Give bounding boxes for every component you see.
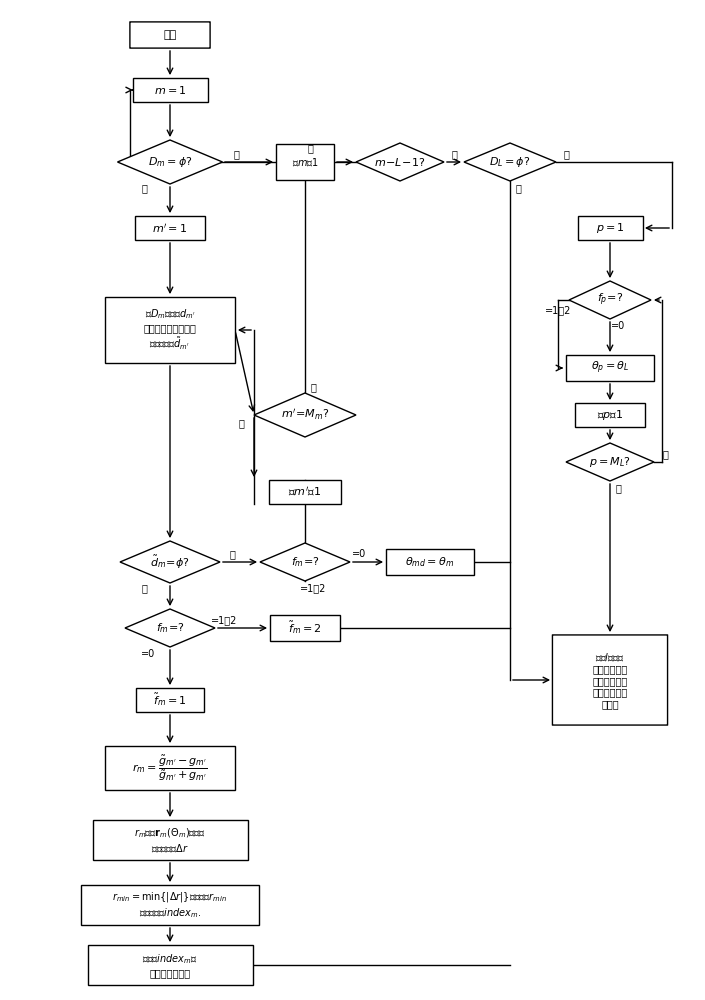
Text: =0: =0	[611, 321, 625, 331]
Text: $\tilde{d}_m\!=\!\phi?$: $\tilde{d}_m\!=\!\phi?$	[150, 553, 190, 571]
Text: $D_L = \phi?$: $D_L = \phi?$	[489, 155, 531, 169]
FancyBboxPatch shape	[92, 820, 247, 860]
Text: =1或2: =1或2	[211, 615, 237, 625]
Text: =1或2: =1或2	[545, 305, 571, 315]
Text: 是: 是	[229, 549, 235, 559]
Text: =1或2: =1或2	[300, 583, 326, 593]
Text: =0: =0	[352, 549, 366, 559]
Polygon shape	[566, 443, 654, 481]
Text: $m' =1$: $m' =1$	[152, 222, 188, 234]
Text: 是: 是	[233, 149, 239, 159]
FancyBboxPatch shape	[136, 688, 204, 712]
Polygon shape	[356, 143, 444, 181]
Text: 得到$l$个雷达
接收波束各自
含角度测量值
的目标点迹集
合序列: 得到$l$个雷达 接收波束各自 含角度测量值 的目标点迹集 合序列	[592, 651, 627, 709]
FancyBboxPatch shape	[87, 945, 252, 985]
Polygon shape	[464, 143, 556, 181]
FancyBboxPatch shape	[276, 144, 334, 180]
Text: $p =1$: $p =1$	[596, 221, 625, 235]
Text: $m\!-\!L\!-\!1?$: $m\!-\!L\!-\!1?$	[374, 156, 426, 168]
Text: 是: 是	[451, 149, 457, 159]
Text: $f_m\!=\!?$: $f_m\!=\!?$	[290, 555, 319, 569]
Text: 令$m$加1: 令$m$加1	[292, 156, 319, 168]
Text: $r_m = \dfrac{\tilde{g}_{m'}-g_{m'}}{\tilde{g}_{m'}+g_{m'}}$: $r_m = \dfrac{\tilde{g}_{m'}-g_{m'}}{\ti…	[132, 753, 208, 783]
Text: $\tilde{f}_m = 1$: $\tilde{f}_m = 1$	[153, 692, 187, 708]
Text: $f_p\!=\!?$: $f_p\!=\!?$	[597, 292, 623, 308]
Text: 令$p$加1: 令$p$加1	[597, 408, 623, 422]
Text: $m'\!=\!M_{m}?$: $m'\!=\!M_{m}?$	[281, 408, 329, 422]
FancyBboxPatch shape	[566, 355, 654, 381]
Text: 否: 否	[238, 418, 244, 428]
Text: 是: 是	[615, 483, 621, 493]
FancyBboxPatch shape	[130, 22, 210, 48]
Polygon shape	[254, 393, 356, 437]
Text: 是: 是	[515, 183, 521, 193]
Text: 否: 否	[141, 583, 147, 593]
Text: 在$D_m$中找与$d_{m'}$
具有相同距离和速度
的目标点迹$\tilde{d}_{m'}$: 在$D_m$中找与$d_{m'}$ 具有相同距离和速度 的目标点迹$\tilde…	[144, 308, 197, 352]
FancyBboxPatch shape	[577, 216, 642, 240]
FancyBboxPatch shape	[386, 549, 474, 575]
Text: $r_m$减去$\mathbf{r}_m(\Theta_m)$中的每
一项，得到$\Delta r$: $r_m$减去$\mathbf{r}_m(\Theta_m)$中的每 一项，得到…	[134, 826, 206, 854]
Text: 否: 否	[563, 149, 569, 159]
Text: 是: 是	[310, 382, 316, 392]
FancyBboxPatch shape	[575, 403, 645, 427]
Text: $D_m = \phi?$: $D_m = \phi?$	[148, 155, 192, 169]
Text: $\tilde{f}_m = 2$: $\tilde{f}_m = 2$	[288, 620, 321, 636]
FancyBboxPatch shape	[269, 480, 341, 504]
FancyBboxPatch shape	[81, 885, 259, 925]
FancyBboxPatch shape	[553, 635, 668, 725]
Polygon shape	[118, 140, 223, 184]
Text: 得到与$index_m$对
应的角度测量值: 得到与$index_m$对 应的角度测量值	[142, 952, 198, 978]
Text: $\theta_{md}=\theta_m$: $\theta_{md}=\theta_m$	[405, 555, 455, 569]
Text: 否: 否	[141, 183, 147, 193]
Text: $p = M_L?$: $p = M_L?$	[589, 455, 631, 469]
Text: 否: 否	[662, 449, 668, 459]
FancyBboxPatch shape	[133, 78, 207, 102]
FancyBboxPatch shape	[105, 746, 235, 790]
Text: $\theta_p = \theta_L$: $\theta_p = \theta_L$	[591, 360, 629, 376]
Text: 否: 否	[307, 143, 313, 153]
Text: $r_{min}=\min\{|\Delta r|\}$，得到与$r_{min}$
对应的索引$index_m$.: $r_{min}=\min\{|\Delta r|\}$，得到与$r_{min}…	[113, 890, 228, 920]
Polygon shape	[120, 541, 220, 583]
Text: =0: =0	[141, 649, 155, 659]
Polygon shape	[569, 281, 651, 319]
Text: 开始: 开始	[164, 30, 177, 40]
Text: $f_m\!=\!?$: $f_m\!=\!?$	[156, 621, 185, 635]
Polygon shape	[260, 543, 350, 581]
FancyBboxPatch shape	[135, 216, 205, 240]
Text: $m =1$: $m =1$	[154, 84, 186, 96]
Text: 令$m'$加1: 令$m'$加1	[288, 486, 321, 498]
FancyBboxPatch shape	[105, 297, 235, 363]
FancyBboxPatch shape	[270, 615, 340, 641]
Polygon shape	[125, 609, 215, 647]
